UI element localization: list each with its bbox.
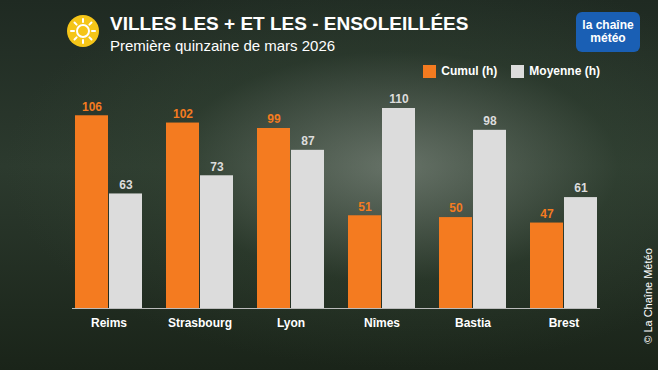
svg-text:Bastia: Bastia xyxy=(455,316,491,330)
svg-text:87: 87 xyxy=(301,134,315,148)
svg-text:61: 61 xyxy=(574,181,588,195)
html-text:Moyenne (h): Moyenne (h) xyxy=(529,64,600,78)
svg-text:Reims: Reims xyxy=(91,316,127,330)
svg-text:Strasbourg: Strasbourg xyxy=(168,316,232,330)
html-text:la chaîne météo: la chaîne météo xyxy=(582,18,634,45)
svg-text:50: 50 xyxy=(449,201,463,215)
svg-text:47: 47 xyxy=(540,207,554,221)
svg-text:Lyon: Lyon xyxy=(277,316,305,330)
svg-text:99: 99 xyxy=(267,112,281,126)
svg-text:63: 63 xyxy=(119,178,133,192)
svg-text:73: 73 xyxy=(210,160,224,174)
svg-text:102: 102 xyxy=(173,107,193,121)
svg-text:Nîmes: Nîmes xyxy=(364,316,400,330)
svg-text:106: 106 xyxy=(82,100,102,114)
svg-text:110: 110 xyxy=(389,92,409,106)
svg-text:98: 98 xyxy=(483,114,497,128)
svg-text:Brest: Brest xyxy=(549,316,580,330)
html-text:VILLES LES + ET LES - ENSOLEIL: VILLES LES + ET LES - ENSOLEILLÉES xyxy=(110,13,469,34)
svg-text:51: 51 xyxy=(358,200,372,214)
html-text:Première quinzaine de mars 202: Première quinzaine de mars 2026 xyxy=(110,37,336,54)
html-text:Cumul (h): Cumul (h) xyxy=(441,64,498,78)
html-text:© La Chaîne Météo: © La Chaîne Météo xyxy=(642,248,655,344)
